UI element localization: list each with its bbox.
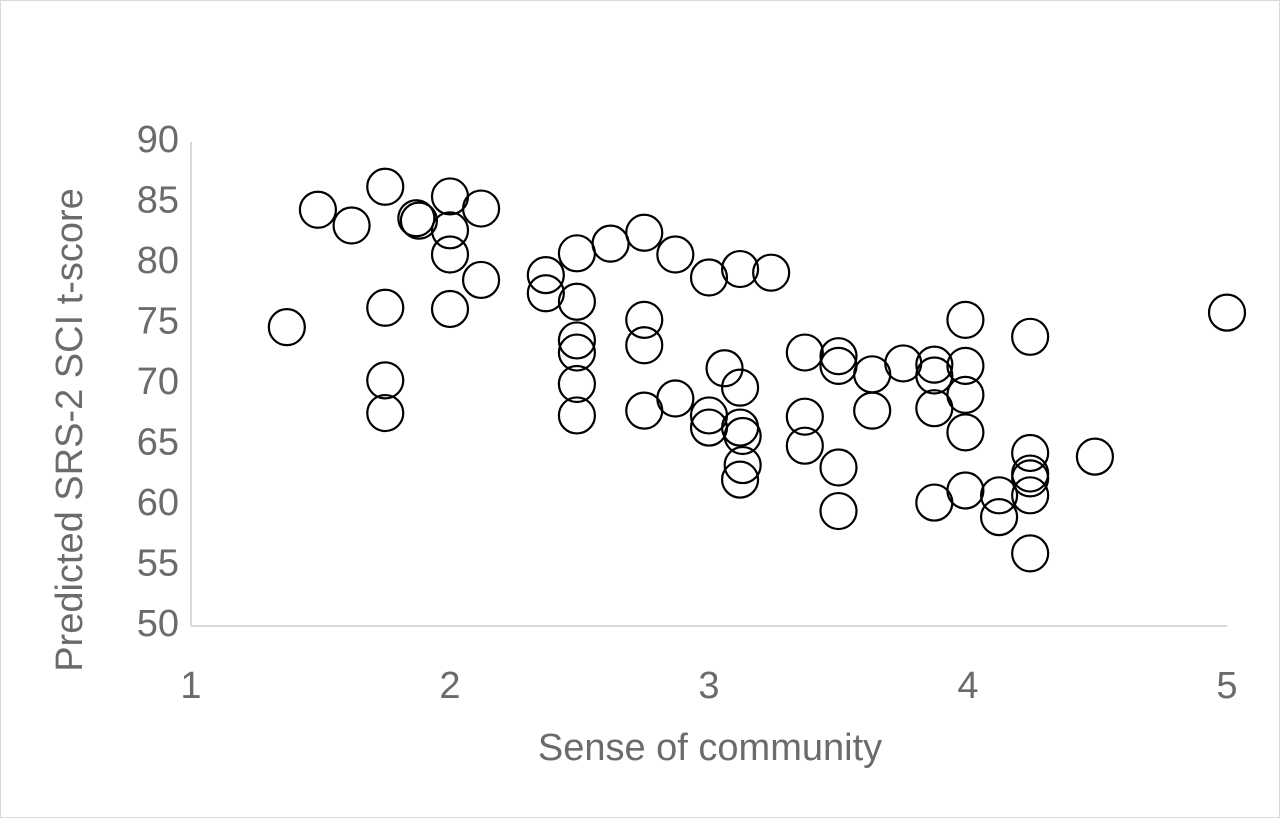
point	[720, 249, 760, 289]
y-tick-label: 90	[137, 119, 179, 161]
point	[557, 321, 597, 360]
point	[946, 375, 985, 414]
x-tick-label: 4	[957, 665, 978, 707]
point	[397, 199, 436, 238]
point	[752, 253, 791, 292]
y-tick-label: 60	[137, 482, 179, 524]
point	[430, 211, 470, 250]
point	[1011, 317, 1050, 356]
point	[723, 445, 762, 485]
point	[557, 282, 597, 321]
point	[298, 190, 338, 229]
point	[461, 189, 501, 228]
point	[705, 349, 744, 388]
point	[819, 448, 858, 487]
point	[399, 201, 439, 240]
point	[1075, 437, 1115, 476]
point	[366, 167, 405, 206]
point	[1011, 433, 1050, 473]
point	[526, 274, 565, 313]
point	[785, 426, 824, 465]
y-axis-label: Predicted SRS-2 SCI t-score	[49, 188, 91, 672]
point	[656, 235, 695, 274]
point	[979, 476, 1019, 515]
point	[785, 397, 824, 436]
point	[526, 256, 565, 295]
point	[720, 460, 760, 499]
point	[946, 413, 985, 452]
point	[332, 206, 371, 245]
point	[267, 308, 306, 347]
y-tick-label: 80	[137, 240, 179, 282]
point	[785, 333, 824, 372]
point	[723, 416, 762, 456]
point	[915, 345, 954, 384]
point	[430, 235, 470, 274]
point	[946, 346, 985, 385]
point	[946, 471, 985, 510]
point	[557, 396, 597, 435]
point	[819, 337, 858, 376]
point	[1011, 459, 1050, 498]
point	[625, 213, 664, 252]
x-tick-label: 1	[180, 665, 201, 707]
point	[625, 300, 664, 339]
point	[461, 260, 501, 300]
point	[366, 393, 405, 433]
x-tick-label: 2	[439, 665, 460, 707]
y-tick-label: 70	[137, 361, 179, 403]
point	[430, 289, 470, 329]
y-tick-label: 55	[137, 543, 179, 585]
point	[915, 356, 954, 395]
point	[366, 288, 405, 327]
point	[366, 361, 405, 400]
point	[557, 333, 597, 372]
point	[946, 300, 985, 339]
x-tick-label: 5	[1216, 665, 1237, 707]
point	[819, 491, 858, 531]
point	[979, 497, 1019, 537]
y-tick-label: 85	[137, 180, 179, 222]
point	[557, 364, 597, 404]
point	[720, 368, 760, 407]
y-tick-label: 75	[137, 301, 179, 343]
y-tick-label: 50	[137, 603, 179, 645]
point	[853, 391, 892, 430]
x-axis-label: Sense of community	[538, 727, 882, 769]
point	[1011, 476, 1050, 515]
point	[1011, 534, 1050, 573]
y-tick-label: 65	[137, 422, 179, 464]
point	[656, 379, 695, 418]
x-tick-label: 3	[698, 665, 719, 707]
point	[625, 326, 664, 365]
point	[689, 258, 729, 297]
point	[1207, 293, 1247, 332]
